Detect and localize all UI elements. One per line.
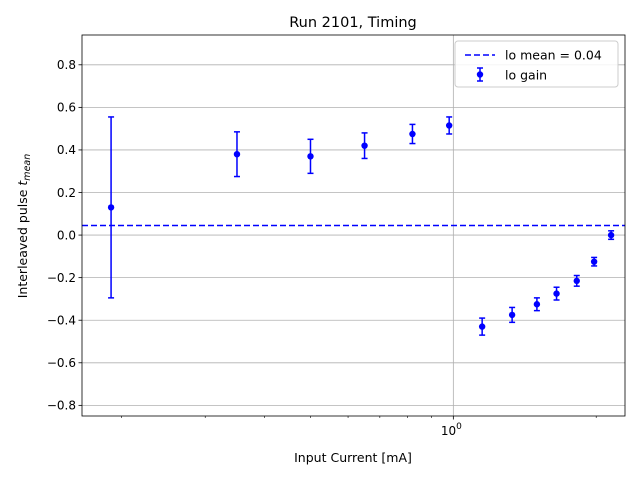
legend-reference-label: lo mean = 0.04: [505, 48, 602, 63]
data-point: [590, 258, 598, 265]
data-point: [553, 290, 560, 297]
data-point: [573, 277, 580, 285]
data-point: [607, 231, 615, 239]
data-point: [478, 323, 486, 330]
y-tick-label: −0.2: [47, 271, 76, 285]
y-tick-label: −0.8: [47, 399, 76, 413]
y-tick-label: 0.8: [57, 58, 76, 72]
x-tick-label-exponent: 0: [456, 422, 462, 432]
legend-series-label: lo gain: [505, 68, 547, 83]
y-tick-label: 0.4: [57, 143, 76, 157]
y-axis-label-symbol: t: [15, 180, 30, 186]
legend-series-swatch: [476, 67, 484, 82]
data-point: [361, 142, 368, 149]
legend: lo mean = 0.04 lo gain: [454, 40, 619, 88]
data-point: [409, 130, 416, 138]
axes-frame: [81, 34, 626, 417]
tick-layer: 0.8 0.6 0.4 0.2 0.0 −0.2 −0.4 −0.6 −0.8 100: [47, 58, 597, 438]
y-tick-label: 0.0: [57, 228, 76, 242]
x-tick-label-base: 10: [441, 424, 456, 438]
data-point: [307, 153, 314, 160]
y-axis-label-text: Interleaved pulse: [15, 186, 30, 299]
y-tick-label: 0.2: [57, 186, 76, 200]
data-point: [445, 122, 453, 129]
y-axis-label-subscript: mean: [22, 154, 33, 181]
data-point: [233, 150, 241, 158]
y-axis-label: Interleaved pulse tmean: [15, 154, 33, 299]
data-point: [107, 204, 115, 211]
y-tick-label: −0.4: [47, 314, 76, 328]
y-tick-label: −0.6: [47, 356, 76, 370]
data-point: [508, 311, 516, 319]
legend-marker: [476, 71, 484, 78]
legend-box: [454, 40, 619, 88]
data-point: [533, 301, 541, 308]
data-layer: [107, 116, 615, 336]
x-tick-label: 100: [441, 422, 462, 438]
chart-title: Run 2101, Timing: [289, 15, 417, 31]
y-tick-label: 0.6: [57, 101, 76, 115]
x-axis-label: Input Current [mA]: [294, 450, 412, 465]
